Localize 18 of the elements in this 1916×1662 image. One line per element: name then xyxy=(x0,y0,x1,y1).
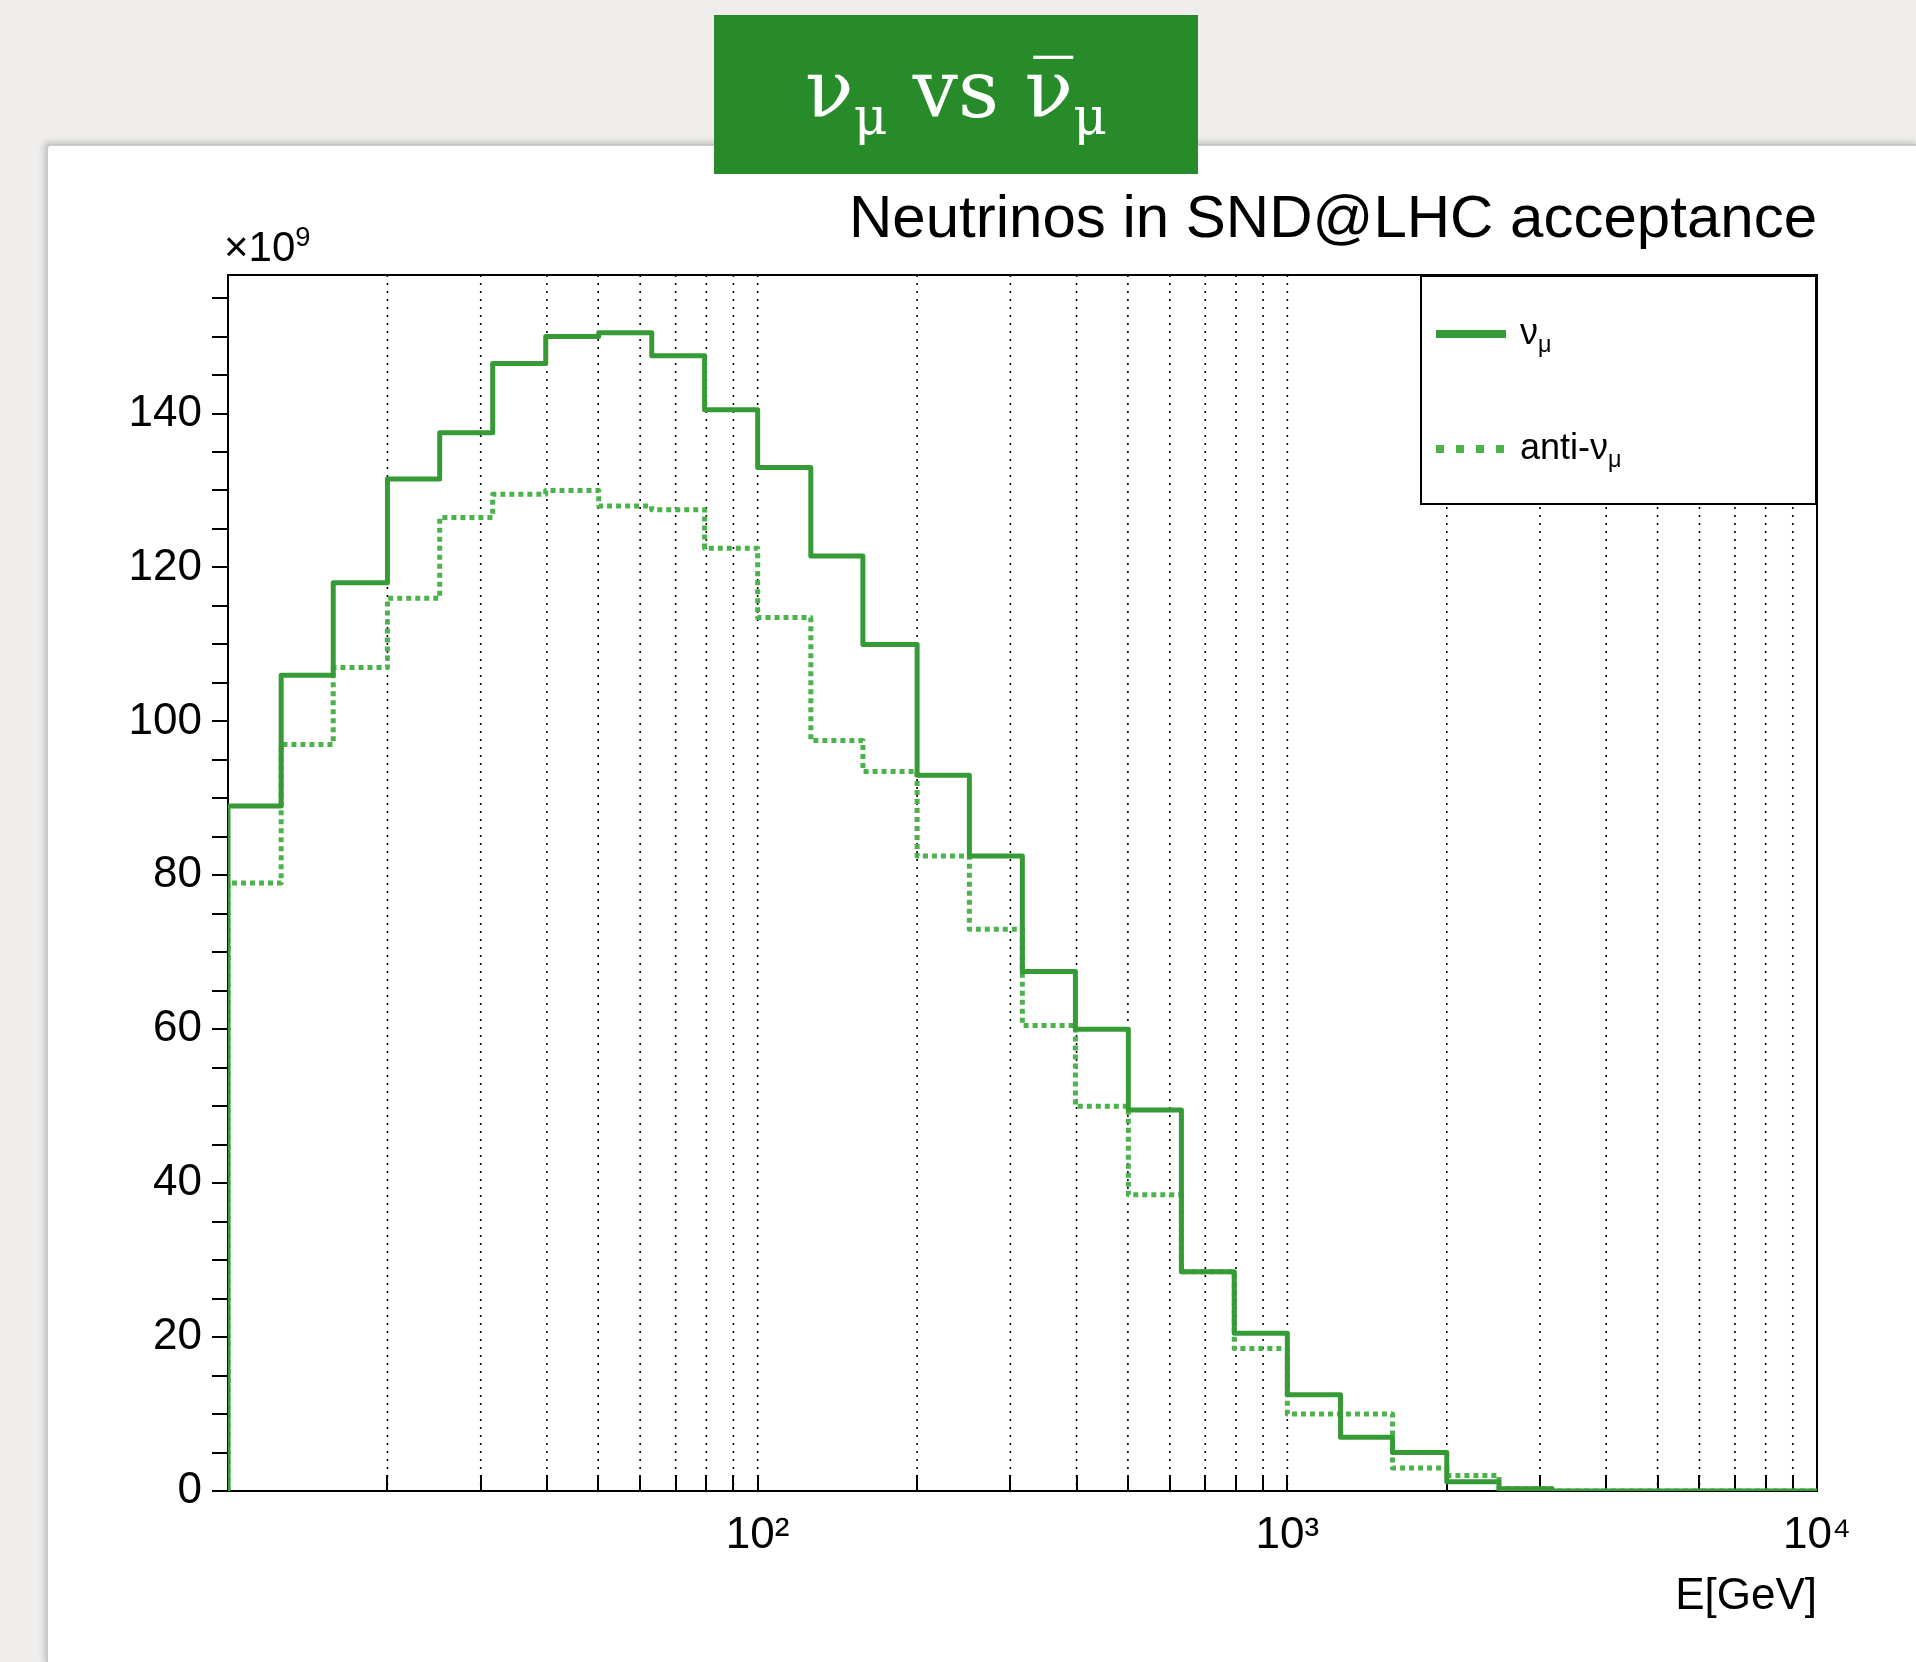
y-tick-label: 140 xyxy=(128,385,202,435)
y-tick-label: 20 xyxy=(153,1309,202,1359)
y-axis-title: ×10$^{9}$ xyxy=(224,221,311,271)
y-tick-label: 60 xyxy=(153,1001,202,1051)
y-tick-label: 120 xyxy=(128,539,202,589)
y-tick-label: 40 xyxy=(153,1155,202,1205)
chart-title: ν$_{μ}$ vs ν̅$_{μ}$ xyxy=(805,41,1107,148)
legend-label: anti-ν$_{μ}$ xyxy=(1520,424,1622,474)
x-tick-label: 10² xyxy=(725,1507,790,1557)
y-tick-label: 100 xyxy=(128,693,202,743)
y-tick-label: 0 xyxy=(177,1463,202,1513)
x-tick-label: 10⁴ xyxy=(1783,1507,1851,1557)
x-tick-label: 10³ xyxy=(1255,1507,1320,1557)
x-axis-title: E[GeV] xyxy=(1675,1569,1817,1619)
chart-subtitle: Neutrinos in SND@LHC acceptance xyxy=(849,182,1817,251)
y-tick-label: 80 xyxy=(153,847,202,897)
title-banner: ν$_{μ}$ vs ν̅$_{μ}$ xyxy=(714,15,1198,174)
legend-label: ν$_{μ}$ xyxy=(1520,309,1552,359)
